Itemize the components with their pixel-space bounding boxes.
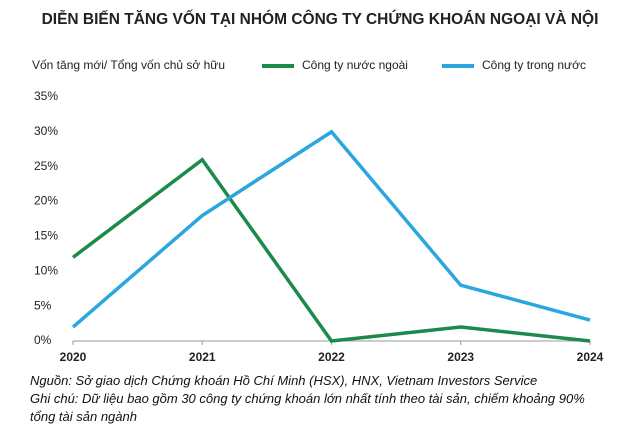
x-tick-label: 2020: [60, 350, 87, 364]
chart-title: DIỄN BIẾN TĂNG VỐN TẠI NHÓM CÔNG TY CHỨN…: [42, 10, 599, 28]
source-note: Nguồn: Sở giao dịch Chứng khoán Hồ Chí M…: [30, 373, 538, 388]
chart: DIỄN BIẾN TĂNG VỐN TẠI NHÓM CÔNG TY CHỨN…: [32, 10, 604, 364]
x-tick-label: 2021: [189, 350, 216, 364]
y-tick-label: 20%: [34, 194, 58, 208]
y-tick-label: 25%: [34, 159, 58, 173]
x-tick-label: 2023: [447, 350, 474, 364]
y-tick-label: 15%: [34, 229, 58, 243]
y-tick-label: 5%: [34, 298, 52, 312]
series-line: [71, 157, 591, 343]
y-tick-label: 30%: [34, 124, 58, 138]
x-tick-label: 2022: [318, 350, 345, 364]
x-tick-label: 2024: [577, 350, 604, 364]
notes: Nguồn: Sở giao dịch Chứng khoán Hồ Chí M…: [30, 372, 610, 426]
note: Ghi chú: Dữ liệu bao gồm 30 công ty chứn…: [30, 391, 585, 424]
y-axis-label: Vốn tăng mới/ Tổng vốn chủ sở hữu: [32, 58, 225, 72]
y-tick-label: 35%: [34, 89, 58, 103]
y-tick-label: 10%: [34, 263, 58, 277]
legend-label: Công ty nước ngoài: [302, 58, 408, 72]
series-line: [71, 129, 591, 329]
y-tick-label: 0%: [34, 333, 52, 347]
legend-label: Công ty trong nước: [482, 58, 586, 72]
